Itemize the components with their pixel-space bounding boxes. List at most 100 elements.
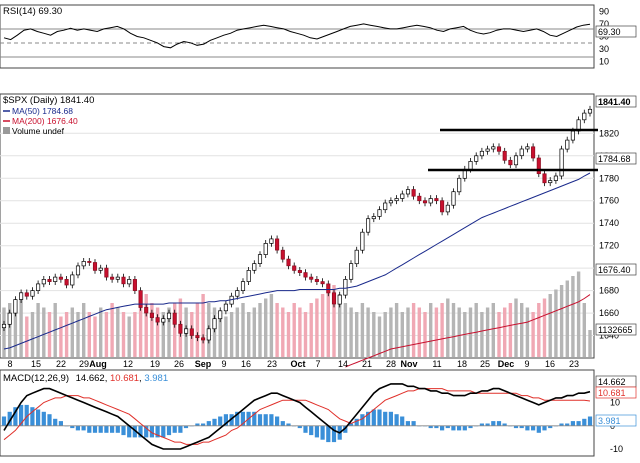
volume-bar <box>315 298 319 357</box>
volume-bar <box>218 312 222 357</box>
price-tick-label: 1720 <box>599 241 619 251</box>
ma200-value-box <box>595 263 637 276</box>
macd-histogram-bar <box>434 425 439 429</box>
candle-body <box>445 204 450 213</box>
volume-bar <box>565 280 569 357</box>
candle <box>354 246 359 267</box>
macd-tick-label: 10 <box>610 398 620 408</box>
macd-histogram-bar <box>479 423 484 426</box>
price-current-value: 1841.40 <box>598 97 631 107</box>
macd-histogram-bar <box>1 416 7 426</box>
candle <box>252 260 257 274</box>
macd-histogram-bar <box>263 414 268 426</box>
candle-body <box>440 200 445 213</box>
candle <box>519 145 524 160</box>
candle-body <box>98 267 103 271</box>
svg-text:MACD(12,26,9) 14.662,: MACD(12,26,9) 14.662, 10.681, 3.981 <box>3 373 168 384</box>
candle-body <box>349 263 354 280</box>
volume-bar <box>235 307 239 357</box>
macd-histogram-bar <box>388 411 393 426</box>
macd-tick-label: -10 <box>610 444 623 454</box>
volume-bar <box>514 298 518 357</box>
candle-body <box>161 318 166 323</box>
candle <box>553 172 558 184</box>
candle-body <box>41 279 46 285</box>
candle <box>422 197 428 207</box>
candle <box>206 325 211 344</box>
signal-current-value: 10.681 <box>598 388 626 398</box>
x-tick-label: 9 <box>221 359 226 369</box>
candle <box>388 197 393 207</box>
macd-histogram-bar <box>104 425 109 433</box>
candle-body <box>565 139 570 150</box>
macd-histogram-bar <box>548 425 553 429</box>
macd-histogram-bar <box>70 425 75 429</box>
candle <box>502 147 507 164</box>
macd-histogram <box>1 404 593 443</box>
x-tick-label: 21 <box>362 359 372 369</box>
x-tick-label: 26 <box>174 359 184 369</box>
candle-body <box>326 283 331 294</box>
price-tick-label: 1820 <box>599 128 619 138</box>
macd-histogram-bar <box>47 414 52 426</box>
volume-bar <box>576 271 581 357</box>
macd-histogram-bar <box>144 425 149 438</box>
volume-bar <box>247 312 251 357</box>
macd-histogram-bar <box>485 423 490 426</box>
candle <box>269 235 274 247</box>
volume-bar <box>303 312 308 357</box>
volume-bar <box>582 303 586 357</box>
rsi-frame <box>0 4 595 69</box>
volume-bar <box>110 303 114 357</box>
macd-histogram-bar <box>7 411 12 426</box>
volume-bar <box>229 312 234 357</box>
candle <box>542 170 547 187</box>
macd-histogram-bar <box>178 425 183 433</box>
macd-histogram-bar <box>275 416 280 426</box>
candle-body <box>218 310 223 320</box>
volume-bar <box>133 312 137 357</box>
candle-body <box>582 112 587 121</box>
candle-body <box>246 270 251 282</box>
ma50-legend-label: MA(50) 1784.68 <box>12 106 73 116</box>
candle-body <box>24 292 29 297</box>
candle <box>138 287 143 311</box>
candle <box>24 289 29 300</box>
x-tick-label: 23 <box>267 359 277 369</box>
candle <box>377 206 382 220</box>
candle-body <box>132 279 137 291</box>
volume-bar <box>47 312 52 357</box>
candle-body <box>360 231 365 251</box>
candle-body <box>53 276 58 282</box>
macd-histogram-bar <box>428 425 433 429</box>
candle-body <box>75 265 81 276</box>
candle <box>280 246 285 263</box>
candle-body <box>212 318 217 330</box>
volume-bar <box>116 307 120 357</box>
x-tick-label: 29 <box>79 359 89 369</box>
candle-body <box>58 276 63 280</box>
candle-body <box>525 146 530 150</box>
candle <box>144 304 149 317</box>
candle-body <box>587 108 593 114</box>
volume-bar <box>42 307 46 357</box>
candle-body <box>172 312 177 325</box>
candle <box>531 143 536 162</box>
volume-bar <box>531 312 535 357</box>
volume-bar <box>298 307 302 357</box>
candle-body <box>292 265 297 271</box>
volume-bar <box>542 298 547 357</box>
candle <box>383 199 388 214</box>
volume-bar <box>87 312 91 357</box>
candle <box>47 276 52 285</box>
x-tick-label: 18 <box>457 359 467 369</box>
price-panel: 1820180017801760174017201700168016601640… <box>0 93 637 368</box>
volume-bar <box>497 312 501 357</box>
macd-histogram-bar <box>36 409 41 426</box>
candle-body <box>377 209 382 217</box>
macd-legend: MACD(12,26,9) 14.662, 10.681, 3.981 <box>3 373 168 384</box>
volume-bar <box>406 307 410 357</box>
volume-bar <box>440 303 444 357</box>
histogram-value-box <box>595 414 637 427</box>
candle <box>172 309 177 328</box>
